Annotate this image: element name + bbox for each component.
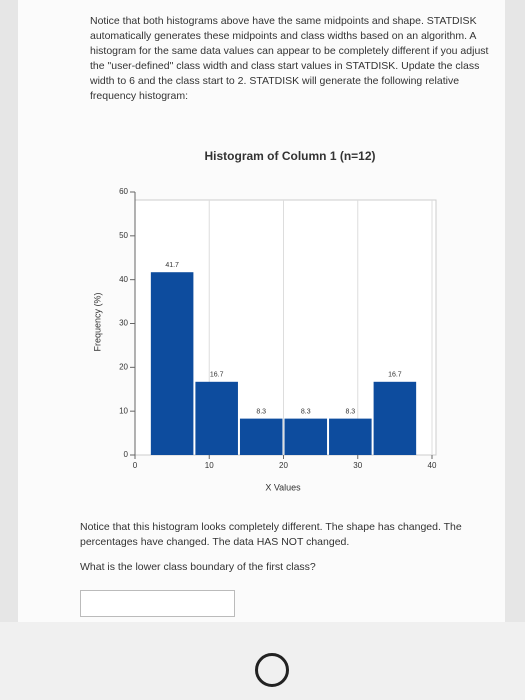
x-tick-label: 10 [205,461,214,470]
question-text: What is the lower class boundary of the … [80,561,316,573]
x-tick-label: 40 [428,461,437,470]
bar [284,418,328,455]
y-tick-label: 50 [119,231,128,240]
y-tick-label: 10 [119,406,128,415]
y-tick-label: 20 [119,362,128,371]
bar [329,418,372,455]
data-label: 8.3 [301,408,311,415]
y-tick-label: 30 [119,319,128,328]
y-axis-label: Frequency (%) [92,292,102,351]
y-tick-label: 60 [119,187,128,196]
answer-input[interactable] [80,590,235,617]
home-button[interactable] [255,653,289,687]
x-tick-label: 30 [353,461,362,470]
x-tick-label: 0 [133,461,138,470]
data-label: 16.7 [388,372,402,379]
bar [195,381,238,455]
data-label: 41.7 [165,262,179,269]
bar [239,418,283,455]
data-label: 8.3 [345,408,355,415]
x-tick-label: 20 [279,461,288,470]
data-label: 16.7 [210,372,224,379]
chart-title: Histogram of Column 1 (n=12) [204,149,375,163]
y-tick-label: 40 [119,275,128,284]
data-label: 8.3 [256,408,266,415]
x-axis-label: X Values [265,482,301,492]
bar [150,272,194,455]
after-text: Notice that this histogram looks complet… [80,521,462,548]
bar [373,381,417,455]
intro-text: Notice that both histograms above have t… [90,15,489,102]
y-tick-label: 0 [124,450,129,459]
